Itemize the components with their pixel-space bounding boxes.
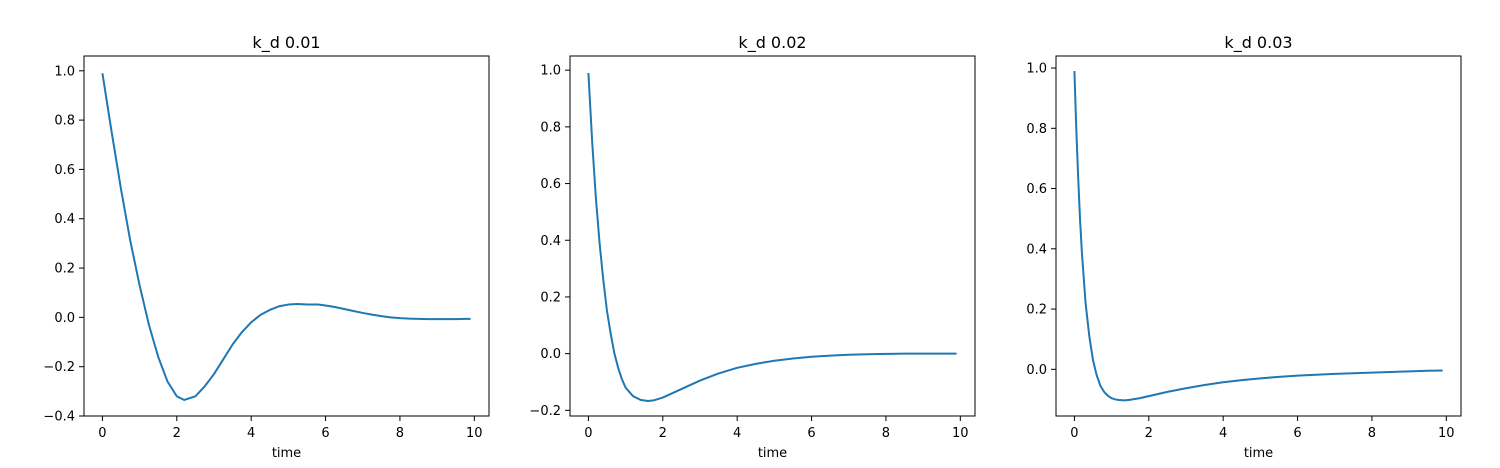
- x-tick-label: 6: [1293, 426, 1301, 441]
- chart-panel-3: 0 2 4 6 8 10 0.0 0.2 0.4 0.6 0.8 1.0 k_d 0.03 time: [1026, 33, 1462, 461]
- x-tick-label: 4: [733, 426, 741, 441]
- x-axis-label: time: [272, 446, 301, 461]
- chart-title: k_d 0.02: [738, 33, 806, 53]
- y-tick-label: 0.8: [1026, 122, 1047, 137]
- y-tick-label: 0.6: [540, 177, 561, 192]
- x-tick-label: 2: [1145, 426, 1153, 441]
- x-tick-label: 0: [1070, 426, 1078, 441]
- x-axis-label: time: [758, 446, 787, 461]
- y-tick-label: 0.2: [540, 290, 561, 305]
- x-tick-label: 6: [807, 426, 815, 441]
- y-tick-label: 0.4: [54, 212, 75, 227]
- y-tick-label: 1.0: [54, 64, 75, 79]
- x-tick-label: 10: [466, 426, 483, 441]
- chart-title: k_d 0.01: [252, 33, 320, 53]
- y-tick-label: 0.6: [54, 163, 75, 178]
- x-axis-label: time: [1244, 446, 1273, 461]
- x-tick-label: 2: [659, 426, 667, 441]
- chart-panel-1: 0 2 4 6 8 10 −0.4 −0.2 0.0 0.2 0.4 0.6 0.8 1.0 k_d 0.0…: [43, 33, 490, 461]
- x-tick-label: 8: [882, 426, 890, 441]
- y-tick-label: 0.2: [54, 262, 75, 277]
- x-tick-label: 8: [1368, 426, 1376, 441]
- chart-panel-2: 0 2 4 6 8 10 −0.2 0.0 0.2 0.4 0.6 0.8 1.0 k_d 0.02 tim…: [529, 33, 976, 461]
- x-tick-label: 4: [247, 426, 255, 441]
- y-tick-label: −0.2: [43, 360, 75, 375]
- y-tick-label: 0.8: [54, 114, 75, 129]
- x-tick-label: 8: [396, 426, 404, 441]
- y-tick-label: 0.4: [1026, 242, 1047, 257]
- axes-frame: [1055, 55, 1462, 417]
- y-tick-label: 0.8: [540, 120, 561, 135]
- y-tick-label: −0.2: [529, 404, 561, 419]
- y-tick-label: 1.0: [1026, 62, 1047, 77]
- x-tick-label: 2: [173, 426, 181, 441]
- y-tick-label: 0.4: [540, 234, 561, 249]
- y-tick-label: 0.0: [540, 347, 561, 362]
- series-line: [587, 72, 957, 402]
- chart-title: k_d 0.03: [1224, 33, 1292, 53]
- series-line: [101, 73, 471, 401]
- y-tick-label: 0.0: [54, 311, 75, 326]
- x-tick-label: 0: [98, 426, 106, 441]
- x-tick-label: 6: [321, 426, 329, 441]
- y-tick-label: 0.0: [1026, 363, 1047, 378]
- axes-frame: [569, 55, 976, 417]
- x-tick-label: 4: [1219, 426, 1227, 441]
- y-tick-label: 0.2: [1026, 303, 1047, 318]
- x-tick-label: 10: [952, 426, 969, 441]
- x-tick-label: 10: [1438, 426, 1455, 441]
- y-tick-label: −0.4: [43, 410, 75, 425]
- axes-frame: [83, 55, 490, 417]
- y-tick-label: 0.6: [1026, 182, 1047, 197]
- series-line: [1073, 71, 1443, 402]
- x-tick-label: 0: [584, 426, 592, 441]
- y-tick-label: 1.0: [540, 64, 561, 79]
